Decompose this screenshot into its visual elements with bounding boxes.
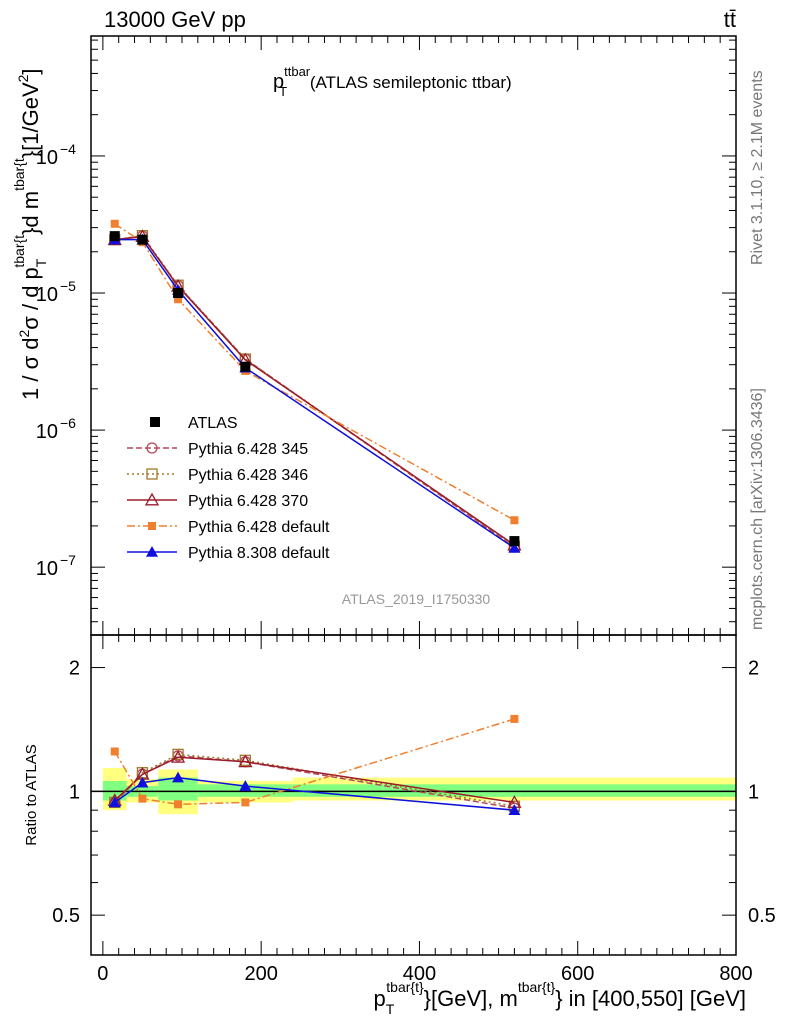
title-sup: ttbar bbox=[284, 64, 311, 79]
ratio-1-point-2 bbox=[172, 748, 184, 761]
ratio-tick-label-right-2: 2 bbox=[748, 658, 759, 680]
ratio-line-1 bbox=[114, 753, 515, 807]
data-point-0 bbox=[109, 231, 120, 242]
ratio-3-point-3 bbox=[241, 798, 250, 807]
ratio-4-point-2 bbox=[172, 771, 185, 783]
ratio-tick-label-left-1: 1 bbox=[69, 781, 80, 803]
y-tick-exp-3: −4 bbox=[60, 141, 76, 157]
band-inner-4 bbox=[292, 784, 736, 797]
data-point-4 bbox=[509, 536, 520, 547]
xlabel-p: p bbox=[373, 986, 385, 1011]
ratio-3-point-2 bbox=[174, 800, 183, 809]
ratio-2-point-2 bbox=[170, 749, 186, 763]
rivet-label: Rivet 3.1.10, ≥ 2.1M events bbox=[749, 70, 766, 265]
collision-label: 13000 GeV pp bbox=[104, 7, 246, 32]
ylabel-c: }d m bbox=[18, 191, 43, 235]
xlabel-sub: T bbox=[386, 1001, 395, 1017]
ratio-3-point-1 bbox=[138, 794, 147, 803]
data-point-3 bbox=[240, 361, 251, 372]
legend-marker-2 bbox=[144, 492, 160, 506]
x-tick-label-3: 600 bbox=[561, 963, 594, 985]
ylabel-e: ] bbox=[18, 68, 43, 74]
legend-marker-data bbox=[150, 417, 160, 427]
ylabel-b-sup: tbar{t bbox=[11, 235, 27, 268]
y-axis-label: 1 / σ d2σ / d pTtbar{t}d mtbar{t}[1/GeV2… bbox=[11, 68, 49, 400]
ratio-3-point-4 bbox=[510, 714, 519, 723]
ylabel-d-sup: 2 bbox=[15, 74, 31, 82]
ratio-tick-label-right-0: 0.5 bbox=[748, 905, 776, 927]
legend-marker-3 bbox=[148, 522, 156, 530]
y-tick-exp-2: −5 bbox=[60, 278, 76, 294]
ratio-line-0 bbox=[114, 755, 515, 809]
ratio-tick-label-left-0: 0.5 bbox=[52, 905, 80, 927]
xlabel-sup2: tbar{t} bbox=[518, 979, 556, 995]
x-tick-label-4: 800 bbox=[719, 963, 752, 985]
ratio-panel bbox=[91, 714, 736, 815]
ratio-3-point-0 bbox=[110, 747, 119, 756]
ratio-4-point-0 bbox=[108, 796, 121, 808]
x-tick-label-1: 200 bbox=[244, 963, 277, 985]
xlabel-sup1: tbar{t} bbox=[386, 979, 424, 995]
ratio-tick-label-right-1: 1 bbox=[748, 781, 759, 803]
ratio-tick-label-left-2: 2 bbox=[69, 658, 80, 680]
chart-title: pttbar T (ATLAS semileptonic ttbar) bbox=[273, 64, 512, 99]
y-tick-label-0: 10 bbox=[36, 558, 58, 580]
legend-label-0: Pythia 6.428 345 bbox=[188, 441, 308, 458]
ylabel-c-sup: tbar{t bbox=[11, 158, 27, 191]
series-line-2 bbox=[114, 235, 515, 546]
ylabel-a2: 2 bbox=[16, 330, 32, 338]
legend-marker-0 bbox=[146, 442, 158, 454]
data-point-1 bbox=[137, 234, 148, 245]
main-panel bbox=[107, 219, 522, 553]
legend: ATLAS Pythia 6.428 345 Pythia 6.428 346 Pyt… bbox=[127, 415, 330, 562]
ylabel-d: }[1/GeV bbox=[18, 82, 43, 158]
analysis-watermark: ATLAS_2019_I1750330 bbox=[342, 591, 491, 607]
xlabel-mid: }[GeV], m bbox=[424, 986, 518, 1011]
title-sub: T bbox=[279, 84, 287, 99]
band-inner-2 bbox=[158, 777, 198, 801]
ratio-4-point-1 bbox=[136, 776, 149, 788]
title-suffix: (ATLAS semileptonic ttbar) bbox=[305, 73, 512, 92]
legend-label-4: Pythia 8.308 default bbox=[188, 545, 330, 562]
legend-marker-1 bbox=[146, 468, 158, 480]
ratio-frame bbox=[90, 634, 737, 956]
ratio-4-point-4 bbox=[508, 804, 521, 815]
x-tick-label-0: 0 bbox=[97, 963, 108, 985]
process-label: tt̄ bbox=[724, 7, 736, 32]
ratio-y-label: Ratio to ATLAS bbox=[23, 744, 40, 845]
xlabel-end: } in [400,550] [GeV] bbox=[555, 986, 746, 1011]
ratio-4-point-3 bbox=[239, 780, 252, 791]
series-3-point-4 bbox=[510, 516, 519, 525]
x-tick-label-2: 400 bbox=[403, 963, 436, 985]
series-3-point-2 bbox=[174, 295, 183, 304]
legend-label-2: Pythia 6.428 370 bbox=[188, 493, 308, 510]
y-tick-label-2: 10 bbox=[36, 284, 58, 306]
ylabel-b: σ / d p bbox=[18, 267, 43, 330]
ylabel-a: 1 / σ d bbox=[18, 338, 43, 401]
ratio-2-point-3 bbox=[238, 754, 253, 768]
x-axis-label: pTtbar{t}}[GeV], mtbar{t}} in [400,550] … bbox=[373, 979, 746, 1017]
legend-marker-4 bbox=[146, 546, 158, 557]
ylabel-b-sub: T bbox=[33, 258, 49, 267]
y-tick-exp-1: −6 bbox=[60, 415, 76, 431]
legend-label-3: Pythia 6.428 default bbox=[188, 519, 330, 536]
y-tick-label-3: 10 bbox=[36, 147, 58, 169]
data-point-2 bbox=[173, 288, 184, 299]
ratio-line-3 bbox=[114, 718, 515, 806]
legend-label-data: ATLAS bbox=[188, 415, 238, 432]
series-line-4 bbox=[114, 238, 515, 549]
series-line-3 bbox=[114, 223, 515, 521]
series-3-point-0 bbox=[110, 219, 119, 228]
series-4-point-4 bbox=[508, 541, 521, 553]
y-tick-exp-0: −7 bbox=[60, 552, 76, 568]
title-main: p bbox=[273, 71, 284, 93]
y-tick-label-1: 10 bbox=[36, 421, 58, 443]
legend-label-1: Pythia 6.428 346 bbox=[188, 467, 308, 484]
mcplots-label: mcplots.cern.ch [arXiv:1306.3436] bbox=[749, 388, 766, 630]
